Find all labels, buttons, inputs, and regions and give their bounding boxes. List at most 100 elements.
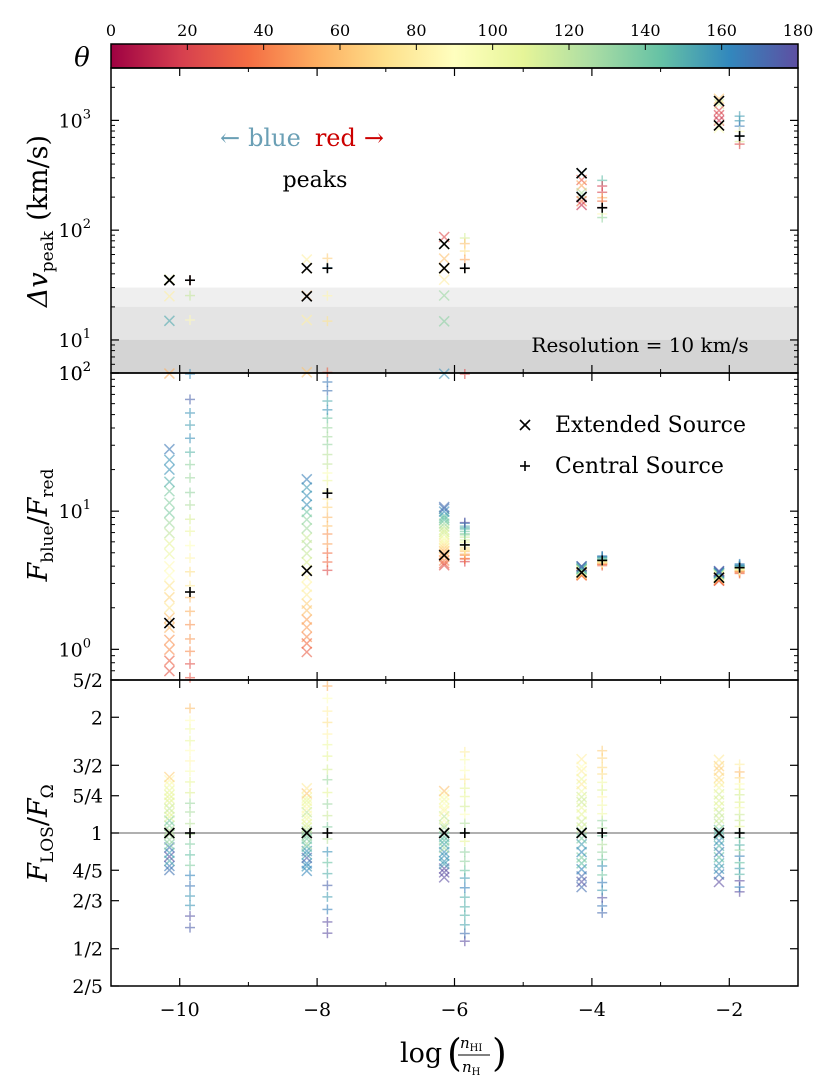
colorbar-tick-label: 160 bbox=[706, 21, 737, 40]
marker-x bbox=[438, 262, 450, 274]
marker-x bbox=[163, 485, 175, 497]
peaks-word: peaks bbox=[283, 168, 348, 193]
marker-x bbox=[438, 871, 450, 883]
marker-x bbox=[301, 841, 313, 853]
marker-x bbox=[438, 549, 450, 561]
marker-plus bbox=[597, 762, 608, 773]
marker-x bbox=[576, 765, 588, 777]
marker-plus bbox=[185, 290, 196, 301]
colorbar: 0 20 40 60 80 100 120 140 160 180 θ bbox=[74, 21, 813, 73]
marker-x bbox=[301, 532, 313, 544]
marker-plus bbox=[322, 548, 333, 559]
marker-x bbox=[301, 262, 313, 274]
marker-x bbox=[301, 490, 313, 502]
marker-x bbox=[301, 857, 313, 869]
marker-plus bbox=[185, 880, 196, 891]
marker-x bbox=[163, 274, 175, 286]
marker-plus bbox=[185, 766, 196, 777]
marker-plus bbox=[185, 606, 196, 617]
marker-plus bbox=[322, 693, 333, 704]
marker-x bbox=[713, 572, 725, 584]
marker-plus bbox=[734, 131, 745, 142]
ratio-y-label: Fblue/Fred bbox=[23, 468, 58, 582]
marker-plus bbox=[459, 263, 470, 274]
marker-x bbox=[438, 289, 450, 302]
marker-x bbox=[438, 855, 450, 867]
marker-plus bbox=[322, 557, 333, 568]
marker-plus bbox=[459, 254, 470, 265]
marker-x bbox=[301, 848, 313, 860]
marker-plus bbox=[185, 420, 196, 431]
marker-x bbox=[576, 195, 588, 207]
marker-x bbox=[163, 290, 175, 302]
y-tick-label: 101 bbox=[59, 327, 91, 352]
marker-plus bbox=[597, 839, 608, 850]
marker-x bbox=[438, 793, 450, 805]
marker-x bbox=[713, 782, 725, 794]
marker-x bbox=[438, 846, 450, 858]
marker-x bbox=[301, 860, 313, 872]
marker-plus bbox=[322, 880, 333, 891]
marker-x bbox=[301, 581, 313, 593]
marker-plus bbox=[322, 764, 333, 775]
marker-plus bbox=[322, 810, 333, 821]
marker-plus bbox=[322, 449, 333, 460]
marker-plus bbox=[322, 431, 333, 442]
marker-plus bbox=[322, 512, 333, 523]
marker-x bbox=[163, 860, 175, 872]
marker-plus bbox=[459, 774, 470, 785]
marker-plus bbox=[185, 900, 196, 911]
marker-x bbox=[301, 290, 313, 302]
marker-x bbox=[438, 315, 450, 327]
marker-plus bbox=[185, 447, 196, 458]
marker-plus bbox=[459, 847, 470, 858]
marker-x bbox=[713, 840, 725, 852]
marker-x bbox=[163, 612, 175, 624]
marker-x bbox=[438, 537, 450, 549]
x-tick-label: −4 bbox=[578, 999, 606, 1021]
x-tick-label: −8 bbox=[303, 999, 331, 1021]
marker-plus bbox=[185, 807, 196, 818]
marker-plus bbox=[459, 746, 470, 757]
marker-plus bbox=[459, 928, 470, 939]
marker-x bbox=[713, 851, 725, 863]
y-tick-label: 102 bbox=[59, 360, 91, 385]
marker-x bbox=[163, 864, 175, 876]
y-tick-label: 2/5 bbox=[72, 976, 103, 998]
marker-x bbox=[438, 819, 450, 831]
marker-x bbox=[301, 838, 313, 850]
marker-x bbox=[301, 792, 313, 804]
y-tick-label: 3/2 bbox=[72, 755, 103, 777]
los-y-label: FLOS/FΩ bbox=[23, 784, 58, 883]
marker-plus bbox=[185, 540, 196, 551]
marker-plus bbox=[185, 526, 196, 537]
marker-plus bbox=[459, 539, 470, 550]
marker-x bbox=[713, 754, 725, 766]
marker-plus bbox=[734, 562, 745, 573]
marker-plus bbox=[185, 735, 196, 746]
y-tick-label: 1 bbox=[91, 823, 103, 845]
marker-plus bbox=[185, 870, 196, 881]
marker-plus bbox=[322, 717, 333, 728]
marker-x bbox=[576, 827, 588, 839]
marker-plus bbox=[322, 413, 333, 424]
marker-plus bbox=[185, 703, 196, 714]
y-tick-label: 2 bbox=[91, 707, 103, 729]
marker-x bbox=[438, 814, 450, 826]
marker-x bbox=[163, 634, 175, 646]
marker-plus bbox=[597, 555, 608, 566]
colorbar-tick-label: 100 bbox=[477, 21, 508, 40]
legend-central-marker bbox=[520, 461, 530, 471]
marker-x bbox=[301, 556, 313, 568]
y-tick-label: 101 bbox=[59, 498, 91, 523]
marker-x bbox=[163, 824, 175, 836]
marker-x bbox=[163, 827, 175, 839]
marker-x bbox=[438, 827, 450, 839]
marker-plus bbox=[185, 514, 196, 525]
marker-x bbox=[713, 93, 725, 105]
marker-plus bbox=[185, 798, 196, 809]
marker-x bbox=[163, 443, 175, 455]
marker-plus bbox=[322, 467, 333, 478]
